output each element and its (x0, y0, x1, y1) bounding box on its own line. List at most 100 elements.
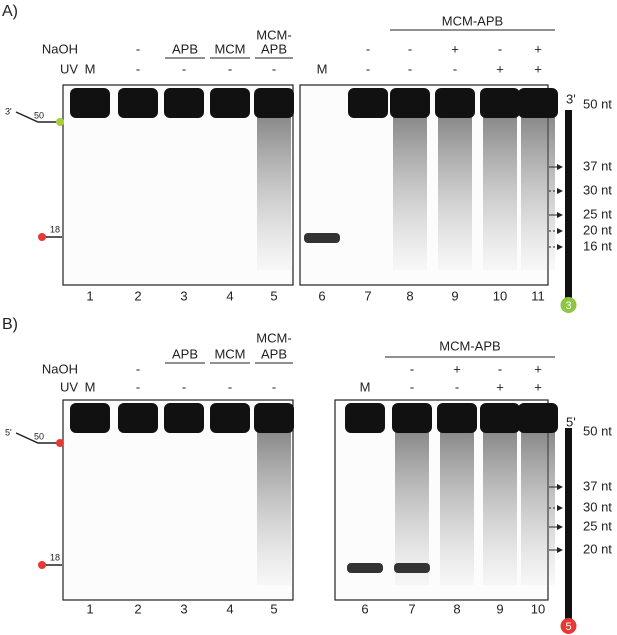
uv-cell: - (228, 61, 232, 76)
band (254, 88, 294, 118)
substrate-length: 50 (34, 110, 44, 120)
uv-cell: - (366, 61, 370, 76)
ladder-end: 3' (566, 91, 576, 106)
ladder-label: 37 nt (583, 478, 612, 493)
band (254, 403, 294, 433)
group-label: MCM (214, 41, 245, 56)
ladder-ball (560, 618, 577, 634)
naoh-cell: - (410, 361, 414, 376)
band (164, 403, 204, 433)
gel (62, 399, 294, 601)
row-label: NaOH (42, 41, 78, 56)
band (118, 88, 158, 118)
band (390, 88, 430, 118)
band (210, 88, 250, 118)
substrate-strand (15, 111, 60, 123)
smear (483, 115, 517, 270)
naoh-cell: - (498, 361, 502, 376)
group-label: APB (172, 346, 198, 361)
group-label: MCM-APB (439, 338, 500, 353)
lane-number: 5 (270, 601, 277, 616)
naoh-cell: + (534, 41, 542, 56)
ladder-label: 20 nt (583, 541, 612, 556)
lane-number: 8 (406, 288, 413, 303)
substrate-length: 18 (50, 552, 60, 562)
ladder-end: 5' (566, 414, 576, 429)
band (70, 88, 110, 118)
row-label: UV (60, 379, 78, 394)
lane-number: 6 (318, 288, 325, 303)
group-label: MCM- (256, 27, 291, 42)
naoh-cell: - (136, 361, 140, 376)
group-label: APB (261, 346, 287, 361)
lane-number: 10 (493, 288, 507, 303)
naoh-cell: + (453, 361, 461, 376)
uv-cell: - (455, 379, 459, 394)
band (345, 403, 385, 433)
ladder-label: 50 nt (583, 423, 612, 438)
uv-cell: - (408, 61, 412, 76)
group-label: APB (172, 41, 198, 56)
uv-cell: - (410, 379, 414, 394)
lane-number: 10 (531, 601, 545, 616)
uv-cell: + (534, 61, 542, 76)
lane-number: 6 (361, 601, 368, 616)
band (210, 403, 250, 433)
naoh-cell: + (534, 361, 542, 376)
uv-cell: + (534, 379, 542, 394)
lane-number: 3 (180, 288, 187, 303)
naoh-cell: + (451, 41, 459, 56)
ladder-label: 25 nt (583, 206, 612, 221)
lane-number: 1 (86, 601, 93, 616)
smear (521, 115, 555, 270)
uv-cell: M (360, 379, 371, 394)
smear (393, 115, 427, 270)
panel-label: B) (2, 316, 18, 333)
uv-cell: - (453, 61, 457, 76)
ladder-bar (565, 110, 572, 300)
ladder-label: 37 nt (583, 158, 612, 173)
group-label: MCM (214, 346, 245, 361)
ladder-bar (565, 428, 572, 620)
band (164, 88, 204, 118)
band (437, 403, 477, 433)
substrate-strand (15, 432, 60, 444)
substrate-end: 3' (5, 106, 12, 116)
lane-number: 1 (86, 288, 93, 303)
ladder-ball-label: 5 (565, 621, 571, 633)
ladder-ball-label: 3 (565, 300, 571, 312)
smear (440, 430, 474, 585)
ladder-label: 25 nt (583, 518, 612, 533)
band (518, 403, 558, 433)
band (347, 563, 383, 573)
smear (438, 115, 472, 270)
smear (257, 430, 291, 585)
uv-cell: - (228, 379, 232, 394)
band (348, 88, 388, 118)
substrate-length: 18 (50, 224, 60, 234)
lane-number: 9 (496, 601, 503, 616)
uv-cell: - (182, 379, 186, 394)
smear (257, 115, 291, 270)
band (394, 563, 430, 573)
ladder-label: 20 nt (583, 222, 612, 237)
uv-cell: M (317, 61, 328, 76)
row-label: NaOH (42, 361, 78, 376)
ladder-label: 50 nt (583, 96, 612, 111)
uv-cell: - (272, 61, 276, 76)
lane-number: 9 (451, 288, 458, 303)
ladder-label: 30 nt (583, 182, 612, 197)
uv-cell: - (182, 61, 186, 76)
uv-cell: - (136, 379, 140, 394)
ladder-label: 16 nt (583, 238, 612, 253)
group-label: MCM- (256, 330, 291, 345)
smear (395, 430, 429, 585)
band (304, 233, 340, 243)
lane-number: 5 (270, 288, 277, 303)
band (518, 88, 558, 118)
uv-cell: M (85, 379, 96, 394)
uv-cell: - (136, 61, 140, 76)
lane-number: 4 (226, 601, 233, 616)
band (435, 88, 475, 118)
band (392, 403, 432, 433)
